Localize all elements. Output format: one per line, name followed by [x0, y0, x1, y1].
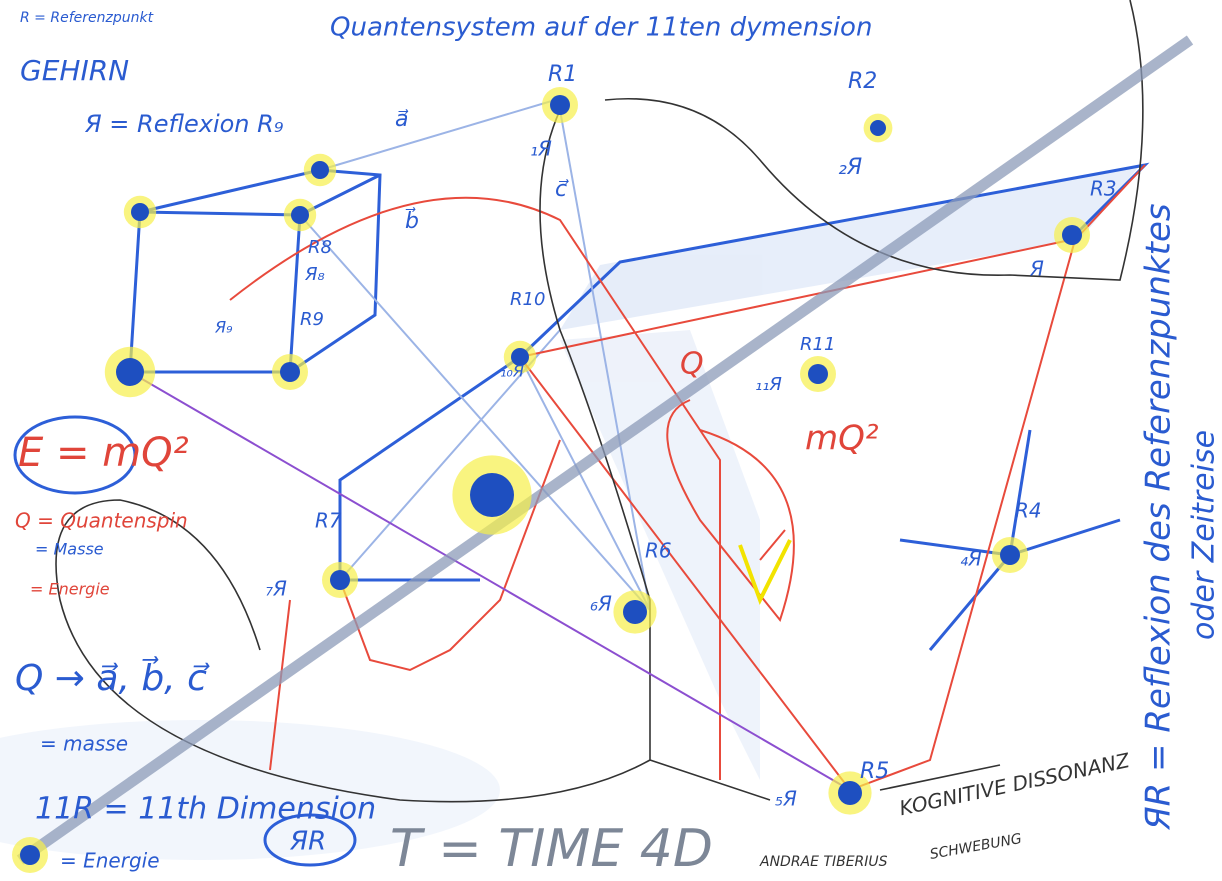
point	[623, 600, 647, 624]
label: ANDRAE TIBERIUS	[759, 854, 888, 870]
label: a⃗	[395, 107, 409, 132]
label: R5	[860, 759, 889, 784]
label: Я	[1029, 257, 1044, 281]
label: oder Zeitreise	[1187, 430, 1222, 640]
label: ЯR	[289, 827, 326, 857]
label: ₆Я	[590, 592, 612, 616]
point	[131, 203, 149, 221]
label: ₅Я	[775, 787, 797, 811]
point	[330, 570, 350, 590]
label: ₄Я	[960, 547, 982, 571]
label: 11R = 11th Dimension	[35, 792, 376, 827]
label: R3	[1090, 177, 1117, 201]
label: R6	[645, 539, 672, 563]
label: Q	[680, 347, 704, 382]
label: ₁Я	[530, 137, 552, 161]
label: R1	[548, 62, 577, 87]
label: R10	[510, 289, 545, 310]
label: b⃗	[405, 207, 419, 234]
point	[311, 161, 329, 179]
label: R11	[800, 334, 835, 355]
label: R2	[848, 69, 877, 94]
label: mQ²	[805, 419, 879, 459]
label: Q → a⃗, b⃗, c⃗	[15, 655, 211, 699]
label: R9	[300, 309, 324, 330]
label: Я₈	[304, 264, 325, 285]
label: T = TIME 4D	[390, 819, 713, 879]
point	[550, 95, 570, 115]
label: Q = Quantenspin	[15, 509, 188, 533]
label: = masse	[40, 732, 128, 756]
point	[1000, 545, 1020, 565]
label: = Energie	[60, 849, 160, 873]
label: ₇Я	[265, 577, 287, 601]
label: GEHIRN	[20, 54, 129, 87]
label: = Energie	[30, 580, 110, 599]
label: Quantensystem auf der 11ten dymension	[330, 13, 872, 43]
label: R4	[1015, 499, 1042, 523]
point	[1062, 225, 1082, 245]
point	[870, 120, 886, 136]
label: ЯR = Reflexion des Referenzpunktes	[1139, 203, 1179, 831]
label: Я = Reflexion R₉	[84, 110, 284, 138]
point	[20, 845, 40, 865]
sketch: R = Referenzpunkt Quantensystem auf der …	[0, 0, 1222, 881]
label: R8	[308, 237, 332, 258]
label: R = Referenzpunkt	[20, 10, 154, 26]
label: Я₉	[214, 318, 233, 337]
label: = Masse	[35, 540, 104, 559]
point	[808, 364, 828, 384]
label: E = mQ²	[18, 430, 189, 476]
label: ₁₁Я	[755, 374, 782, 395]
label: R7	[315, 509, 342, 533]
point	[470, 473, 514, 517]
point	[280, 362, 300, 382]
point	[116, 358, 144, 386]
label: ₂Я	[838, 155, 862, 180]
point	[291, 206, 309, 224]
label: ₁₀Я	[500, 362, 524, 381]
point	[838, 781, 862, 805]
